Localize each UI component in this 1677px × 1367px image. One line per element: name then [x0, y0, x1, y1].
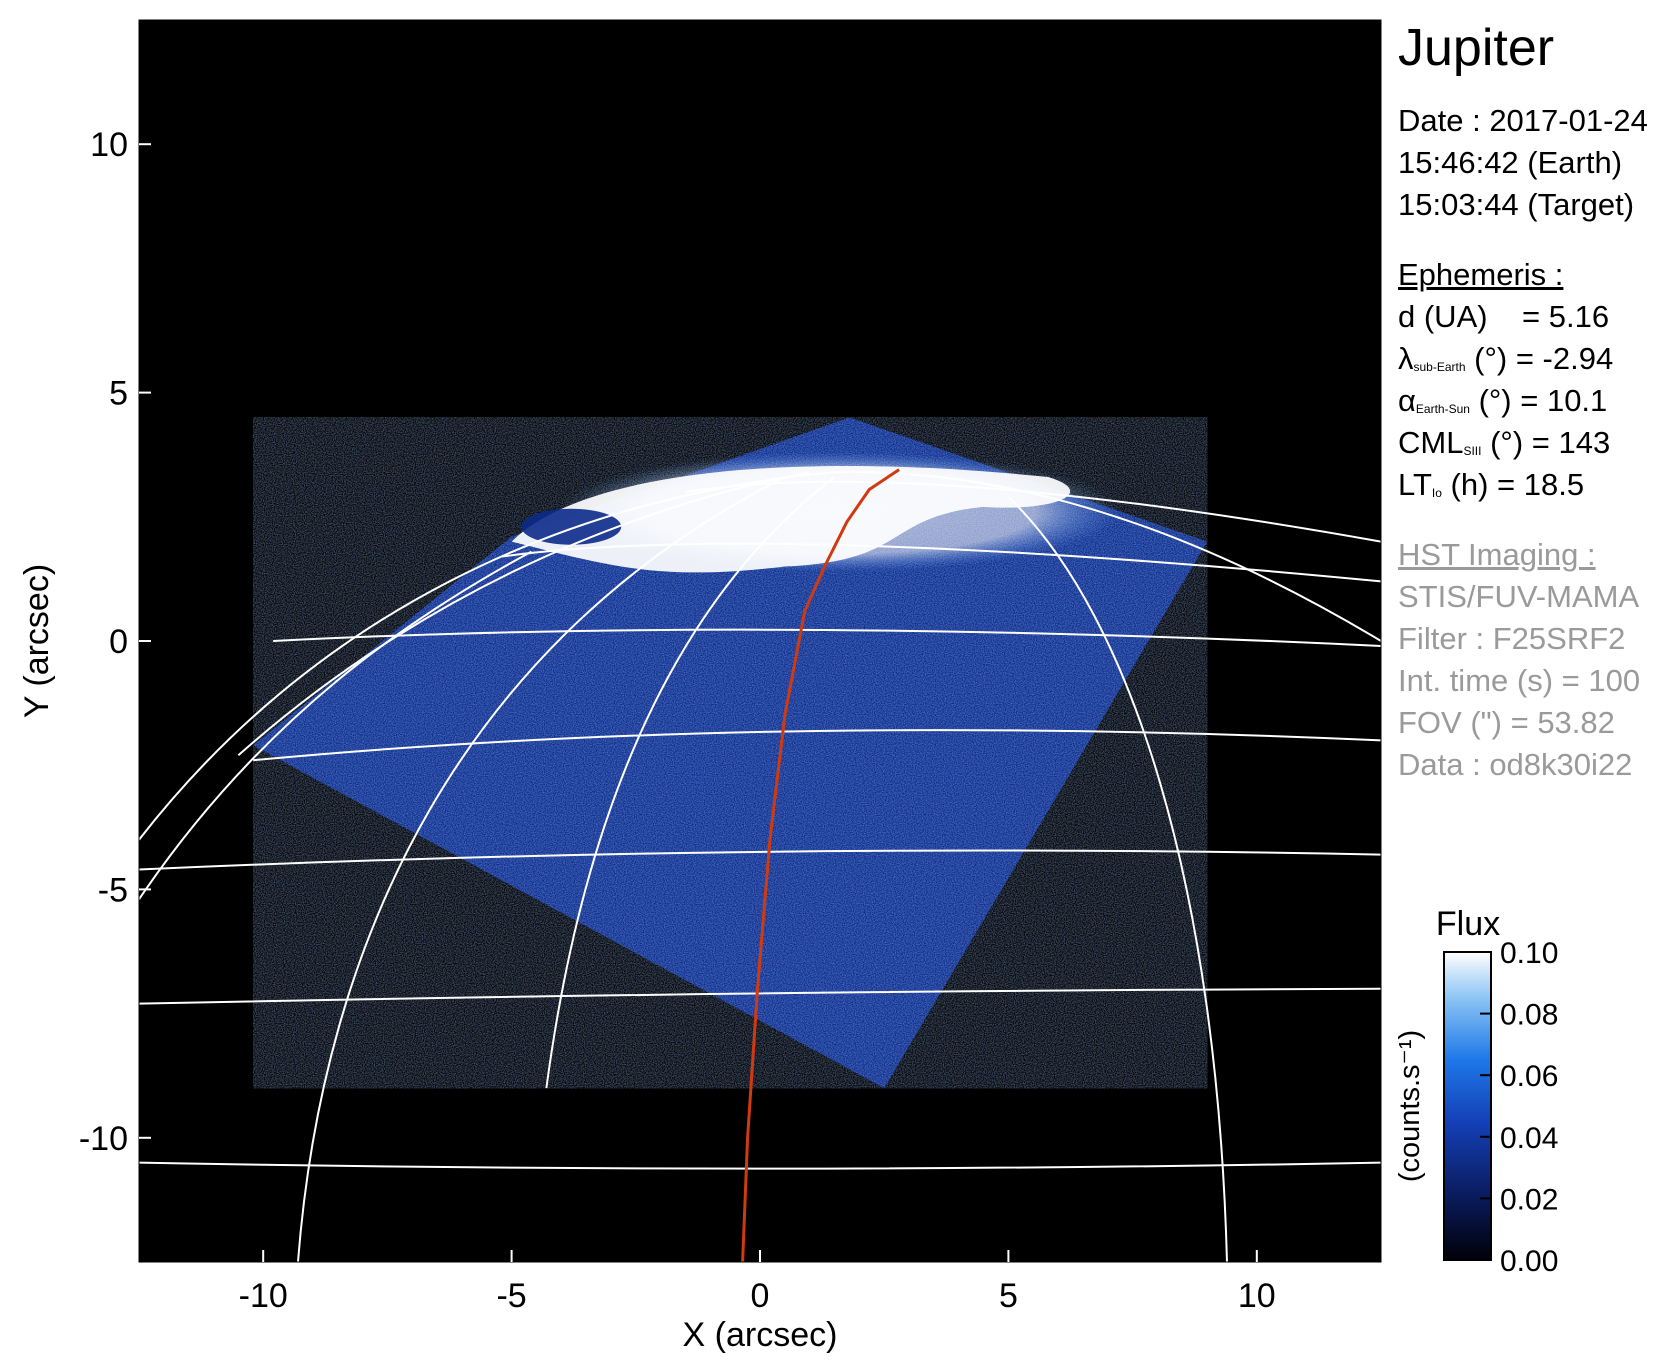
- lt-sub: Io: [1431, 486, 1442, 500]
- time-earth: 15:46:42 (Earth): [1398, 145, 1623, 180]
- instrument: STIS/FUV-MAMA: [1398, 579, 1640, 614]
- colorbar-tick-label: 0.08: [1500, 999, 1558, 1032]
- latitude-line: [139, 987, 1381, 1005]
- longitude-line: [545, 476, 836, 1089]
- latitude-symbol: λ: [1398, 341, 1414, 376]
- phase-symbol: α: [1398, 383, 1416, 418]
- y-tick-label: 10: [90, 126, 128, 164]
- colorbar-label: (counts.s⁻¹): [1394, 1030, 1426, 1182]
- x-tick-label: 5: [999, 1277, 1018, 1315]
- longitude-line: [1007, 496, 1228, 1262]
- image-noise: [253, 417, 1208, 1089]
- time-target: 15:03:44 (Target): [1398, 187, 1635, 222]
- planet-name: Jupiter: [1398, 19, 1555, 77]
- date-line: Date : 2017-01-24: [1398, 103, 1648, 138]
- planet-grid: [139, 470, 1381, 1262]
- y-tick-label: 0: [109, 623, 128, 661]
- ephemeris-distance: d (UA) = 5.16: [1398, 296, 1609, 338]
- ephemeris-lt: LTIo (h) = 18.5: [1398, 464, 1584, 514]
- x-tick-label: -5: [496, 1277, 526, 1315]
- distance-label: d (UA): [1398, 299, 1488, 334]
- colorbar-tick-label: 0.00: [1500, 1245, 1558, 1278]
- latitude-line: [273, 628, 1381, 647]
- x-axis-label: X (arcsec): [683, 1316, 838, 1354]
- longitude-line: [139, 550, 532, 900]
- colorbar-ticks: 0.00 0.02 0.04 0.06 0.08 0.10: [1480, 937, 1558, 1278]
- y-tick-label: -10: [79, 1120, 128, 1158]
- x-tick-label: 0: [751, 1277, 770, 1315]
- filter: Filter : F25SRF2: [1398, 621, 1626, 656]
- ephemeris-header: Ephemeris :: [1398, 257, 1564, 292]
- colorbar-title: Flux: [1436, 905, 1500, 943]
- x-tick-label: 10: [1238, 1277, 1276, 1315]
- y-tick-label: 5: [109, 375, 128, 413]
- latitude-value: (°) = -2.94: [1474, 341, 1614, 376]
- planet-limb: [139, 470, 1381, 841]
- oval-inner-gap: [521, 508, 622, 545]
- cml-sub: SIII: [1463, 444, 1482, 458]
- y-axis-label: Y (arcsec): [18, 564, 56, 718]
- latitude-sub: sub-Earth: [1413, 360, 1466, 374]
- phase-sub: Earth-Sun: [1415, 402, 1470, 416]
- integration-time: Int. time (s) = 100: [1398, 663, 1641, 698]
- phase-value: (°) = 10.1: [1478, 383, 1608, 418]
- ephemeris-phase: αEarth-Sun (°) = 10.1: [1398, 380, 1607, 430]
- axes-ticks: -10 -5 0 5 10 -10 -5 0 5 10: [79, 19, 1382, 1315]
- latitude-line: [139, 1161, 1381, 1170]
- colorbar-tick-label: 0.04: [1500, 1122, 1558, 1155]
- cml-value: (°) = 143: [1490, 425, 1611, 460]
- ephemeris-cml: CMLSIII (°) = 143: [1398, 422, 1610, 472]
- x-tick-label: -10: [239, 1277, 288, 1315]
- lt-value: (h) = 18.5: [1450, 467, 1585, 502]
- field-of-view: FOV (") = 53.82: [1398, 705, 1615, 740]
- colorbar-tick-label: 0.06: [1500, 1060, 1558, 1093]
- flux-image: [253, 417, 1208, 1089]
- colorbar-tick-label: 0.02: [1500, 1183, 1558, 1216]
- lt-label: LT: [1398, 467, 1432, 502]
- latitude-line: [501, 542, 1381, 583]
- latitude-line: [139, 849, 1381, 871]
- footprint-line: [741, 468, 900, 1262]
- longitude-line: [296, 476, 786, 1262]
- distance-value: = 5.16: [1522, 299, 1610, 334]
- dataset: Data : od8k30i22: [1398, 747, 1633, 782]
- y-tick-label: -5: [98, 871, 128, 909]
- cml-label: CML: [1398, 425, 1464, 460]
- io-footprint-curve: [741, 468, 900, 1262]
- hst-header: HST Imaging :: [1398, 537, 1596, 572]
- colorbar-tick-label: 0.10: [1500, 937, 1558, 970]
- latitude-line: [253, 729, 1381, 762]
- ephemeris-latitude: λsub-Earth (°) = -2.94: [1398, 338, 1613, 388]
- colorbar: [1443, 951, 1492, 1261]
- longitude-line: [237, 471, 810, 757]
